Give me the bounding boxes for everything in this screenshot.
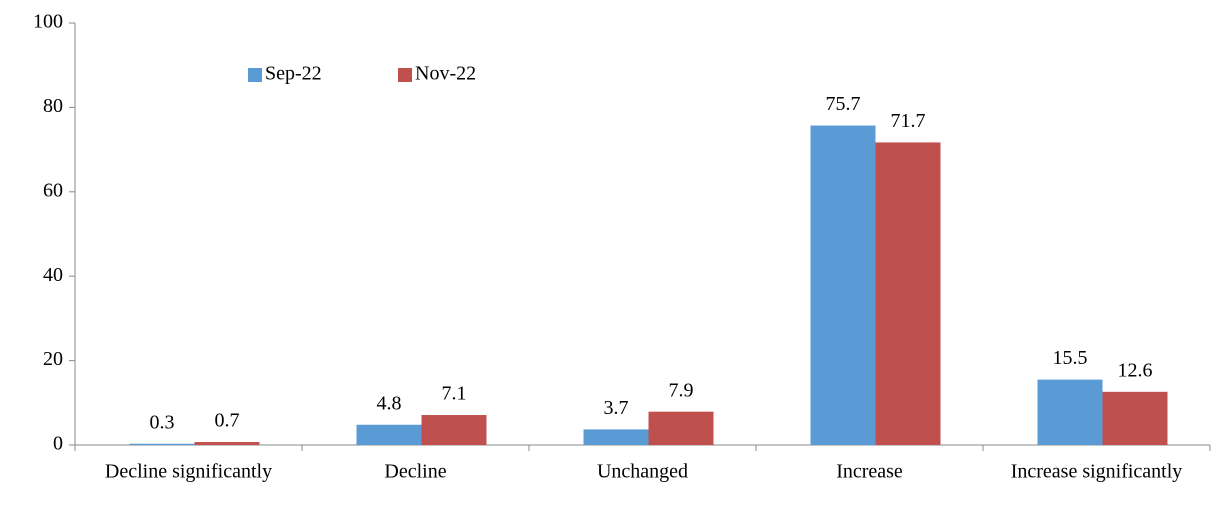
x-tick-label: Increase (836, 461, 903, 483)
legend-label: Nov-22 (415, 63, 476, 85)
bar (1102, 391, 1168, 445)
y-tick-label: 80 (43, 95, 63, 117)
x-tick-label: Decline significantly (105, 461, 272, 483)
legend-label: Sep-22 (265, 63, 322, 85)
bar (648, 411, 714, 445)
bar (356, 424, 422, 445)
bar (129, 443, 195, 445)
value-label: 15.5 (1053, 347, 1088, 369)
value-label: 71.7 (891, 110, 926, 132)
value-label: 12.6 (1118, 359, 1153, 381)
y-tick-label: 40 (43, 264, 63, 286)
value-label: 0.3 (150, 411, 175, 433)
x-tick-label: Unchanged (597, 461, 688, 483)
value-label: 7.1 (442, 383, 467, 405)
x-tick-label: Decline (384, 461, 446, 483)
bar (875, 142, 941, 445)
legend-swatch (398, 68, 412, 82)
x-tick-label: Increase significantly (1011, 461, 1183, 483)
value-label: 7.9 (669, 379, 694, 401)
bar (1037, 379, 1103, 445)
value-label: 75.7 (826, 93, 861, 115)
y-tick-label: 60 (43, 179, 63, 201)
y-tick-label: 100 (33, 11, 63, 33)
value-label: 4.8 (377, 392, 402, 414)
bar (421, 415, 487, 445)
y-tick-label: 20 (43, 348, 63, 370)
value-label: 0.7 (215, 410, 240, 432)
bar (194, 442, 260, 445)
legend-swatch (248, 68, 262, 82)
value-label: 3.7 (604, 397, 629, 419)
y-tick-label: 0 (53, 433, 63, 455)
bar (810, 125, 876, 446)
bar (583, 429, 649, 445)
